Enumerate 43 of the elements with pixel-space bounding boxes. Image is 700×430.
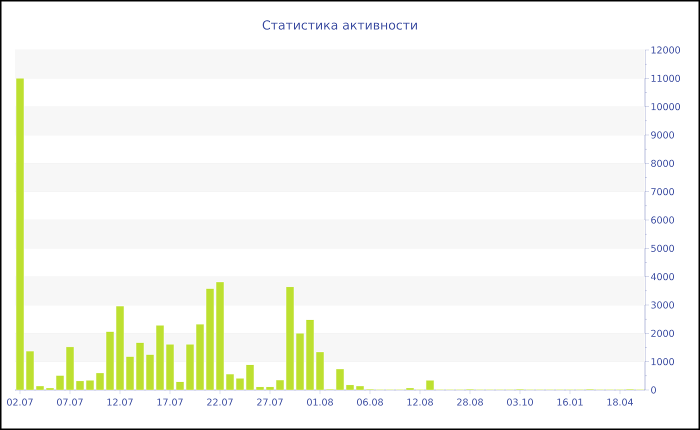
y-tick-label: 9000 <box>651 131 674 139</box>
bar <box>36 386 44 390</box>
x-tick-label: 12.08 <box>408 398 433 406</box>
y-tick-label: 10000 <box>652 103 680 110</box>
x-tick-label: 03.10 <box>507 398 533 406</box>
bar <box>276 380 284 390</box>
bar <box>346 384 354 390</box>
bar <box>236 378 244 390</box>
x-tick-label: 01.08 <box>307 398 333 406</box>
bar <box>226 374 234 390</box>
bar <box>96 372 104 390</box>
x-tick-label: 07.07 <box>57 398 83 406</box>
bar <box>356 386 364 390</box>
x-tick-label: 12.07 <box>108 398 133 406</box>
bar <box>56 375 64 390</box>
y-tick-label: 7000 <box>651 188 674 196</box>
bar <box>176 382 184 390</box>
bar <box>426 380 434 390</box>
x-tick-label: 06.08 <box>357 398 383 406</box>
y-tick-label: 6000 <box>651 216 674 224</box>
bar <box>266 386 274 390</box>
bar <box>76 380 84 390</box>
y-tick-label: 12000 <box>652 46 680 54</box>
bar <box>246 364 254 390</box>
y-tick-label: 4000 <box>650 273 674 280</box>
y-tick-label: 8000 <box>651 160 674 167</box>
y-tick-label: 2000 <box>651 330 674 337</box>
bar <box>86 380 94 390</box>
y-tick-label: 1000 <box>652 358 674 366</box>
x-tick-label: 02.07 <box>7 398 33 406</box>
bar <box>336 368 344 390</box>
bar <box>256 386 264 390</box>
y-tick-label: 3000 <box>651 301 674 309</box>
x-tick-label: 16.01 <box>558 398 583 406</box>
chart-title: Статистика активности <box>262 20 417 30</box>
y-tick-label: 11000 <box>652 74 680 82</box>
y-tick-label: 0 <box>651 386 656 394</box>
x-tick-label: 18.04 <box>608 398 634 406</box>
x-tick-label: 28.08 <box>457 398 483 406</box>
y-tick-label: 5000 <box>651 244 674 252</box>
x-tick-label: 27.07 <box>257 398 283 406</box>
x-tick-label: 17.07 <box>158 398 183 406</box>
x-tick-label: 22.07 <box>207 398 233 406</box>
